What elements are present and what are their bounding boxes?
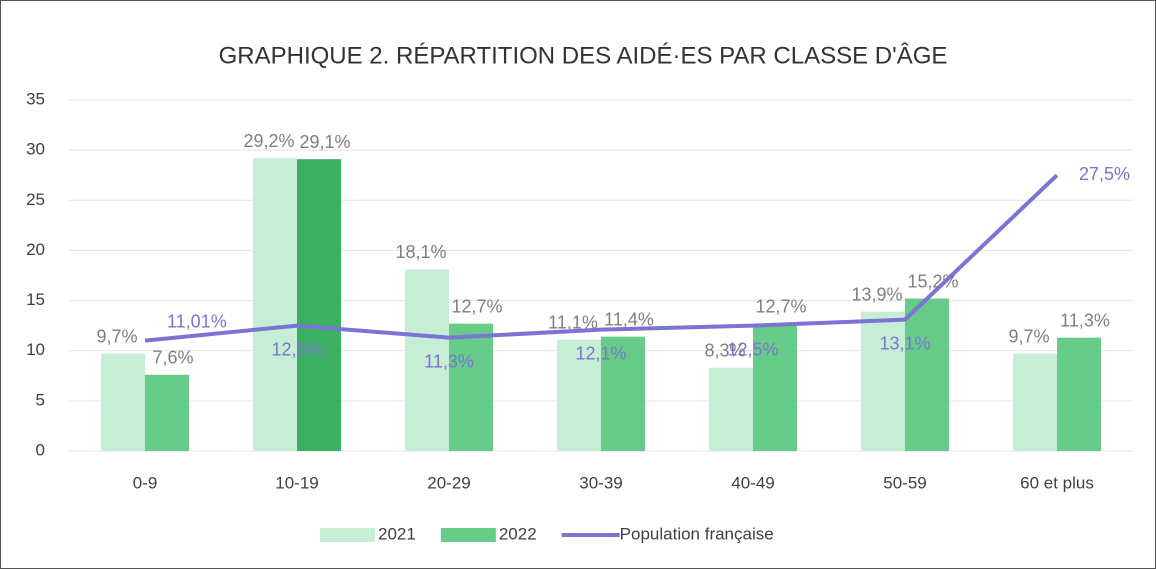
y-tick-label: 20 [26,240,45,259]
line-data-label: 11,01% [167,311,227,331]
bar [709,367,753,451]
line-data-label: 27,5% [1079,164,1130,184]
x-tick-label: 10-19 [275,473,318,492]
legend-label: Population française [620,524,774,543]
legend-swatch [440,528,496,542]
y-tick-label: 5 [36,390,45,409]
legend-swatch [320,528,375,542]
x-tick-label: 30-39 [579,473,622,492]
bar [905,298,949,451]
data-label: 11,3% [1060,310,1110,330]
y-tick-label: 10 [26,340,45,359]
bar [145,374,189,451]
data-label: 7,6% [152,348,193,368]
bar [1013,353,1057,451]
data-label: 11,1% [548,312,598,332]
data-label: 12,7% [755,296,806,316]
y-tick-label: 35 [26,89,45,108]
y-tick-label: 15 [26,290,45,309]
data-label: 9,7% [96,326,137,346]
data-label: 9,7% [1008,326,1049,346]
line-data-label: 12,1% [575,343,626,363]
x-tick-label: 0-9 [133,473,158,492]
data-label: 11,4% [604,309,654,329]
data-label: 29,2% [243,131,294,151]
bar [601,336,645,451]
bar [405,269,449,451]
bar [1057,337,1101,451]
bar [861,311,905,451]
line-data-label: 13,1% [879,333,930,353]
legend-label: 2022 [499,524,537,543]
bar [557,339,601,451]
bar [449,323,493,451]
y-tick-label: 25 [26,190,45,209]
y-tick-label: 0 [36,440,45,459]
bar [297,159,341,451]
data-label: 13,9% [851,284,902,304]
x-tick-label: 50-59 [883,473,926,492]
line-data-label: 12,5% [727,339,778,359]
line-data-label: 11,3% [424,351,474,371]
data-label: 8,3% [704,341,745,361]
data-label: 18,1% [395,242,446,262]
legend-label: 2021 [378,524,416,543]
data-label: 29,1% [299,132,350,152]
bar [101,353,145,451]
bar [753,323,797,451]
y-tick-label: 30 [26,140,45,159]
data-label: 12,7% [451,296,502,316]
bar [253,158,297,451]
x-tick-label: 20-29 [427,473,470,492]
x-tick-label: 40-49 [731,473,774,492]
data-label: 15,2% [907,271,958,291]
line-series [144,173,1059,343]
line-data-label: 12,5% [271,339,322,359]
x-tick-label: 60 et plus [1020,473,1094,492]
chart-title: GRAPHIQUE 2. RÉPARTITION DES AIDÉ·ES PAR… [219,42,948,69]
